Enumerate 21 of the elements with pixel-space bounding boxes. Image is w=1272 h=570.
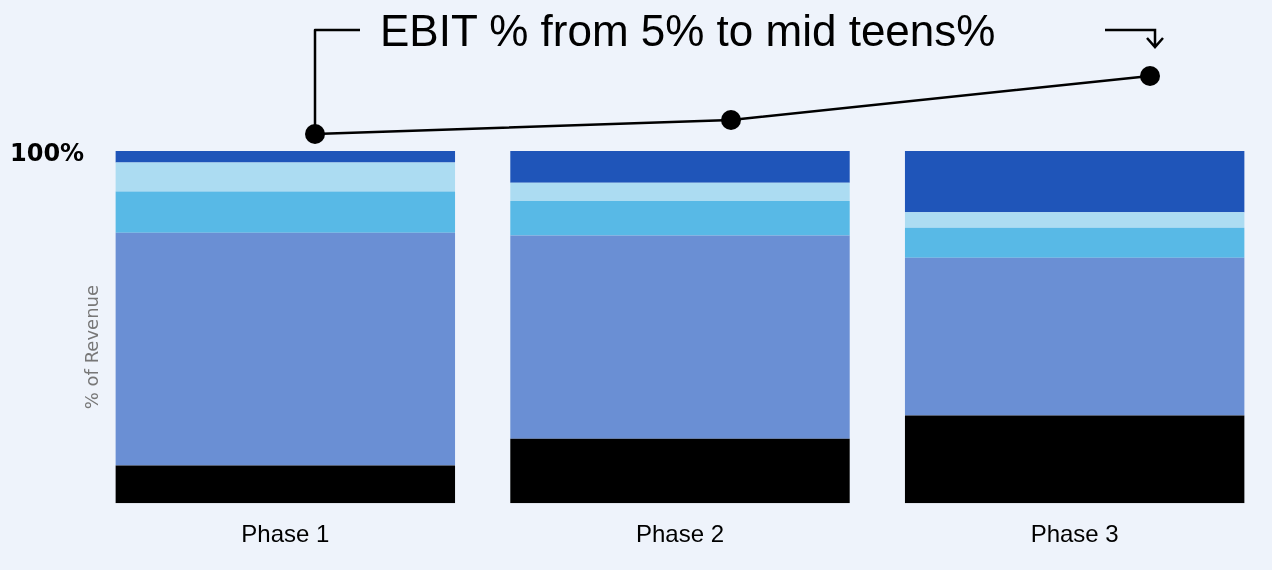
text: 100% (10, 139, 85, 168)
bar (510, 235, 850, 439)
bar (115, 465, 456, 504)
bar (115, 191, 456, 233)
bar (115, 232, 456, 466)
bar (115, 162, 456, 192)
bar (510, 151, 850, 183)
chart-title: EBIT % from 5% to mid teens% (380, 6, 996, 56)
bar (904, 212, 1245, 228)
bar (904, 227, 1245, 258)
bar (904, 151, 1245, 213)
x-tick-label: Phase 2 (635, 520, 725, 548)
x-tick-label: Phase 1 (241, 520, 330, 548)
bar (510, 438, 850, 504)
bar (904, 257, 1245, 416)
x-tick-label: Phase 3 (1030, 520, 1119, 548)
bar (510, 201, 850, 236)
bar (115, 151, 456, 163)
y-axis-title: % of Revenue (80, 284, 102, 410)
bar (904, 415, 1245, 504)
bar (510, 182, 850, 202)
